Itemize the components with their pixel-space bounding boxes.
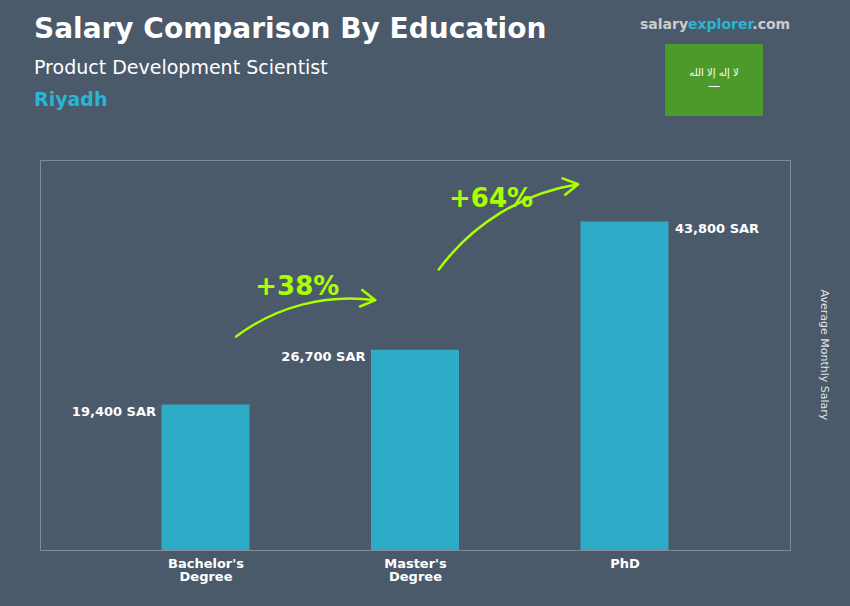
html-text:Average Monthly Salary: Average Monthly Salary xyxy=(817,289,831,421)
svg-text:Bachelor'sDegree: Bachelor'sDegree xyxy=(168,556,244,584)
html-text:Riyadh: Riyadh xyxy=(34,88,108,110)
html-text:لا إله إلا الله: لا إله إلا الله xyxy=(689,66,739,78)
svg-text:+64%: +64% xyxy=(449,183,533,213)
html-text:salary explorer.com: salary explorer.com xyxy=(640,16,791,32)
svg-text:PhD: PhD xyxy=(610,556,640,571)
html-text:Product Development Scientist: Product Development Scientist xyxy=(34,56,328,78)
svg-text:43,800 SAR: 43,800 SAR xyxy=(675,221,759,236)
svg-text:26,700 SAR: 26,700 SAR xyxy=(281,349,365,364)
svg-text:+38%: +38% xyxy=(255,271,339,301)
svg-text:19,400 SAR: 19,400 SAR xyxy=(72,404,156,419)
html-text:Salary Comparison By Education: Salary Comparison By Education xyxy=(34,12,547,45)
svg-text:Master'sDegree: Master'sDegree xyxy=(384,556,447,584)
